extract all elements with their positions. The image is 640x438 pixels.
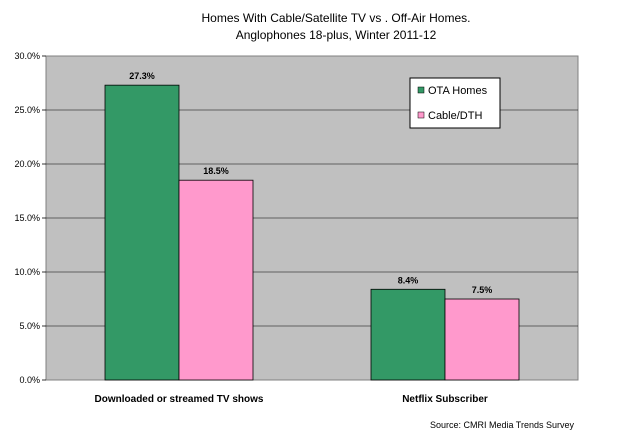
y-tick-label: 5.0% [19,321,40,331]
legend-swatch-cable [417,111,425,119]
data-label-ota: 27.3% [129,71,155,81]
legend-label-ota: OTA Homes [428,85,488,97]
legend-label-cable: Cable/DTH [428,110,482,122]
bar-ota [370,288,446,381]
category-labels: Downloaded or streamed TV shows Netflix S… [95,394,488,405]
source-note: Source: CMRI Media Trends Survey [430,420,575,430]
data-label-cable: 7.5% [472,285,493,295]
bar-cable [444,298,520,381]
data-label-cable: 18.5% [203,166,229,176]
y-tick-label: 20.0% [14,159,40,169]
legend-swatch-ota [417,86,425,94]
category-label: Downloaded or streamed TV shows [95,394,264,405]
data-label-ota: 8.4% [398,275,419,285]
y-tick-label: 30.0% [14,51,40,61]
bars [104,84,520,381]
y-axis-ticks: 0.0% 5.0% 10.0% 15.0% 20.0% 25.0% 30.0% [14,51,46,385]
y-tick-label: 25.0% [14,105,40,115]
y-tick-label: 15.0% [14,213,40,223]
legend-box [409,77,501,129]
chart-title: Homes With Cable/Satellite TV vs . Off-A… [202,11,471,25]
legend: OTA Homes Cable/DTH [409,77,501,129]
data-labels: 27.3% 18.5% 8.4% 7.5% [129,71,492,295]
y-tick-label: 10.0% [14,267,40,277]
bar-cable [178,179,254,381]
chart-subtitle: Anglophones 18-plus, Winter 2011-12 [236,28,437,42]
bar-ota [104,84,180,381]
y-tick-label: 0.0% [19,375,40,385]
category-label: Netflix Subscriber [402,394,488,405]
